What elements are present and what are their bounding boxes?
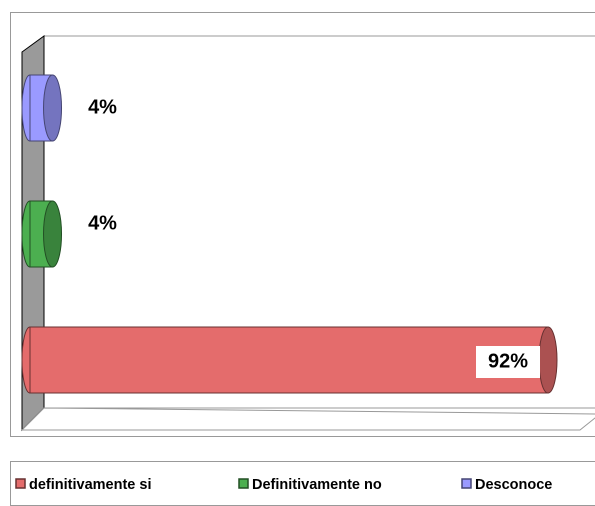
bar-cap-right <box>43 74 63 142</box>
legend-label: Desconoce <box>475 477 552 493</box>
legend-swatch <box>15 478 26 489</box>
label-box <box>476 346 540 378</box>
legend: definitivamente si Definitivamente no Desc… <box>15 477 552 493</box>
legend-box <box>10 461 595 506</box>
legend-swatch <box>461 478 472 489</box>
data-label: 4% <box>88 96 117 118</box>
legend-label: Definitivamente no <box>252 477 382 493</box>
data-label: 92% <box>488 350 528 372</box>
bar-cap-right <box>538 326 558 394</box>
legend-swatch <box>238 478 249 489</box>
floor <box>20 407 595 431</box>
bar <box>29 326 549 394</box>
legend-label: definitivamente si <box>29 477 151 493</box>
data-label: 4% <box>88 212 117 234</box>
bar-cap-right <box>43 200 63 268</box>
plot: 92% 4% 4% <box>21 74 558 394</box>
